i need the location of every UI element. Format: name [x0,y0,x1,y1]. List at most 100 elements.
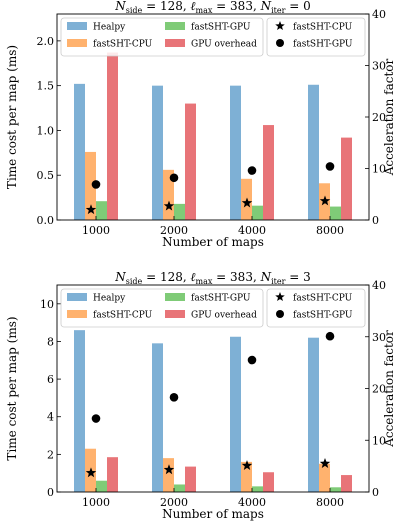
bar-fastsht-cpu [85,151,96,220]
y-right-tick-label: 20 [372,383,386,396]
bar-fastsht-gpu [330,206,341,220]
legend-swatch [67,39,87,47]
bar-fastsht-cpu [319,463,330,492]
y-right-tick-label: 10 [372,163,386,176]
bar-gpu-overhead [263,472,274,492]
y-tick-label: 6 [47,373,54,386]
bar-healpy [152,343,163,492]
legend-swatch [165,293,185,301]
legend-swatch [165,39,185,47]
legend-circle-icon [276,310,284,318]
bar-healpy [152,85,163,220]
marker-star [241,197,253,208]
legend-label: fastSHT-GPU [293,40,353,50]
marker-circle [91,180,101,189]
x-tick-label: 8000 [316,496,344,509]
y-right-tick-label: 0 [372,214,379,227]
y-axis-label: Time cost per map (ms) [5,45,19,189]
bar-healpy [308,84,319,220]
marker-circle [169,173,179,183]
y-right-axis-label: Acceleration factor [382,58,396,176]
bar-fastsht-gpu [96,480,107,492]
bar-healpy [230,336,241,492]
y-tick-label: 0 [47,486,54,499]
legend-label: fastSHT-CPU [93,40,153,50]
legend-label: GPU overhead [191,40,257,50]
y-right-tick-label: 40 [372,279,386,292]
legend-star-icon [275,21,285,31]
bar-gpu-overhead [263,125,274,220]
bar-fastsht-cpu [163,458,174,492]
bar-gpu-overhead [107,52,118,220]
chart-panel-1: Nside = 128, ℓmax = 383, Niter = 0 0.0 0.5… [5,0,396,249]
chart-title: Nside = 128, ℓmax = 383, Niter = 0 [114,0,311,15]
x-tick-label: 8000 [316,224,344,237]
marker-star [319,195,331,206]
x-tick-label: 2000 [160,496,188,509]
x-axis-label: Number of maps [162,235,264,249]
y-right-tick-label: 30 [372,331,386,344]
bar-gpu-overhead [341,475,352,492]
legend-label: fastSHT-GPU [191,23,251,33]
legend-swatch [165,22,185,30]
bar-fastsht-gpu [252,486,263,492]
legend-label: fastSHT-CPU [293,23,353,33]
x-tick-label: 2000 [160,224,188,237]
marker-star [241,460,253,471]
bar-fastsht-gpu [174,203,185,220]
marker-circle [91,414,101,423]
x-axis-label: Number of maps [162,507,264,521]
y-tick-label: 2.0 [37,35,55,48]
y-tick-label: 10 [40,298,54,311]
x-tick-label: 4000 [238,496,266,509]
legend-label: GPU overhead [191,311,257,321]
bar-fastsht-cpu [163,169,174,220]
y-tick-label: 2 [47,448,54,461]
marker-star [319,458,331,468]
bar-fastsht-cpu [241,461,252,492]
bar-healpy [308,337,319,492]
chart-panel-2: Nside = 128, ℓmax = 383, Niter = 3 0 2 4 6 8 1… [5,270,396,521]
marker-circle [325,162,335,171]
y-tick-label: 1.0 [37,124,55,137]
bar-fastsht-gpu [330,487,341,492]
marker-circle [325,331,335,341]
marker-star [85,467,97,478]
bar-gpu-overhead [107,457,118,492]
marker-star [163,200,175,211]
y-right-tick-label: 30 [372,60,386,73]
legend-bars [60,288,264,328]
legend-circle-icon [276,39,284,47]
bar-healpy [230,85,241,220]
y-right-tick-label: 20 [372,111,386,124]
x-tick-label: 1000 [82,224,110,237]
x-tick-label: 4000 [238,224,266,237]
y-tick-label: 4 [47,411,54,424]
y-right-tick-label: 10 [372,434,386,447]
marker-circle [247,355,257,365]
y-axis-label: Time cost per map (ms) [5,316,19,460]
chart-title: Nside = 128, ℓmax = 383, Niter = 3 [114,270,311,286]
y-tick-label: 0.0 [37,214,55,227]
bar-gpu-overhead [185,466,196,492]
bar-fastsht-gpu [252,205,263,220]
bar-fastsht-gpu [174,484,185,492]
bar-gpu-overhead [341,137,352,220]
x-tick-label: 1000 [82,496,110,509]
legend-label: fastSHT-GPU [293,311,353,321]
legend-bars [60,17,264,57]
marker-circle [247,166,257,175]
marker-star [163,464,175,475]
marker-star [85,204,97,215]
legend-swatch [67,22,87,30]
y-right-tick-label: 40 [372,8,386,21]
y-tick-label: 8 [47,335,54,348]
y-tick-label: 1.5 [37,80,55,93]
legend-swatch [165,310,185,318]
legend-swatch [67,310,87,318]
marker-circle [169,392,179,402]
y-tick-label: 0.5 [37,169,55,182]
bar-healpy [74,83,85,220]
legend-label: Healpy [93,294,126,304]
